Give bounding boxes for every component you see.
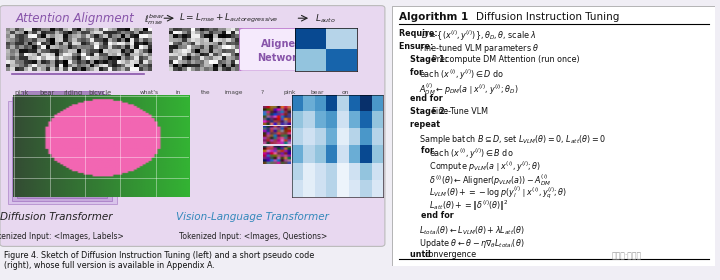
Text: $D = \{(x^{(i)}, y^{(i)})\}, \theta_D, \theta$, scale $\lambda$: $D = \{(x^{(i)}, y^{(i)})\}, \theta_D, \…	[421, 29, 537, 43]
Text: Ensure:: Ensure:	[399, 42, 436, 51]
Text: Stage 2:: Stage 2:	[399, 107, 451, 116]
Text: Tokenized Input: <Images, Labels>: Tokenized Input: <Images, Labels>	[0, 232, 124, 241]
Text: in: in	[175, 90, 180, 95]
Text: for: for	[399, 68, 426, 77]
Text: Require:: Require:	[399, 29, 440, 38]
Text: for: for	[399, 146, 436, 155]
Text: $\ell^{bear}_{mse}$: $\ell^{bear}_{mse}$	[144, 12, 165, 27]
Text: riding: riding	[64, 90, 83, 95]
Text: Compute $p_{VLM}(a \mid x^{(i)}, y^{(i)}; \theta)$: Compute $p_{VLM}(a \mid x^{(i)}, y^{(i)}…	[399, 159, 541, 174]
Text: end for: end for	[399, 211, 454, 220]
Text: Vision-Language Transformer: Vision-Language Transformer	[176, 212, 329, 222]
Text: image: image	[225, 90, 243, 95]
Text: on: on	[342, 90, 349, 95]
FancyBboxPatch shape	[392, 6, 715, 266]
Text: the: the	[201, 90, 210, 95]
Text: Tokenized Input: <Images, Questions>: Tokenized Input: <Images, Questions>	[179, 232, 327, 241]
Text: end for: end for	[399, 94, 443, 103]
FancyBboxPatch shape	[22, 91, 103, 194]
Text: pink: pink	[14, 90, 29, 95]
Text: what's: what's	[140, 90, 159, 95]
Text: $L_{auto}$: $L_{auto}$	[315, 12, 336, 25]
Text: Diffusion Transformer: Diffusion Transformer	[0, 212, 112, 222]
Text: Aligner: Aligner	[261, 39, 300, 50]
Text: Network: Network	[257, 53, 304, 62]
Text: ?: ?	[260, 90, 264, 95]
FancyBboxPatch shape	[12, 97, 112, 201]
Text: Algorithm 1: Algorithm 1	[399, 12, 468, 22]
Text: until: until	[399, 250, 433, 259]
Text: each $(x^{(i)}, y^{(i)}) \in D$ do: each $(x^{(i)}, y^{(i)}) \in D$ do	[419, 68, 504, 83]
Text: convergence: convergence	[424, 250, 476, 259]
Text: bear: bear	[311, 90, 325, 95]
Text: Fine-tuned VLM parameters $\theta$: Fine-tuned VLM parameters $\theta$	[419, 42, 539, 55]
Text: 公众号·量子位: 公众号·量子位	[612, 252, 642, 261]
Text: repeat: repeat	[399, 120, 440, 129]
Text: image: image	[120, 160, 138, 165]
Text: Precompute DM Attention (run once): Precompute DM Attention (run once)	[431, 55, 579, 64]
Text: $L = L_{mse} + L_{autoregressive}$: $L = L_{mse} + L_{autoregressive}$	[179, 12, 279, 25]
Text: Update $\theta \leftarrow \theta - \eta \nabla_\theta L_{total}(\theta)$: Update $\theta \leftarrow \theta - \eta …	[399, 237, 524, 250]
Text: pink: pink	[284, 90, 296, 95]
Text: Fine-Tune VLM: Fine-Tune VLM	[431, 107, 487, 116]
FancyBboxPatch shape	[8, 101, 117, 204]
Text: Sample batch $B \subseteq D$, set $L_{VLM}(\theta) = 0$, $L_{att}(\theta) = 0$: Sample batch $B \subseteq D$, set $L_{VL…	[399, 133, 606, 146]
Text: bear: bear	[40, 90, 55, 95]
Text: Diffusion Instruction Tuning: Diffusion Instruction Tuning	[476, 12, 620, 22]
FancyBboxPatch shape	[0, 6, 385, 246]
Text: $\delta^{(i)}(\theta) \leftarrow \mathrm{Aligner}(p_{VLM}(a)) - A^{(i)}_{DM}$: $\delta^{(i)}(\theta) \leftarrow \mathrm…	[399, 172, 552, 188]
Text: Figure 4. Sketch of Diffusion Instruction Tuning (left) and a short pseudo code
: Figure 4. Sketch of Diffusion Instructio…	[4, 251, 314, 270]
Text: what's: what's	[119, 100, 138, 105]
Text: in: in	[132, 120, 138, 125]
Text: bicycle: bicycle	[88, 90, 111, 95]
Text: Stage 1:: Stage 1:	[399, 55, 451, 64]
FancyBboxPatch shape	[17, 94, 107, 198]
Text: $L_{total}(\theta) \leftarrow L_{VLM}(\theta) + \lambda L_{att}(\theta)$: $L_{total}(\theta) \leftarrow L_{VLM}(\t…	[399, 224, 525, 237]
Text: the: the	[128, 140, 138, 145]
Text: $L_{att}(\theta) += \|\delta^{(i)}(\theta)\|^2$: $L_{att}(\theta) += \|\delta^{(i)}(\thet…	[399, 198, 508, 213]
Text: $L_{VLM}(\theta) += -\log p(y^{(i)}_l \mid x^{(i)}, y^{(i)}_q; \theta)$: $L_{VLM}(\theta) += -\log p(y^{(i)}_l \m…	[399, 185, 567, 201]
Text: $A^{(i)}_{DM} \leftarrow p_{DM}(a \mid x^{(i)}, y^{(i)}; \theta_D)$: $A^{(i)}_{DM} \leftarrow p_{DM}(a \mid x…	[399, 81, 518, 97]
Text: ?: ?	[135, 180, 138, 185]
Text: each $(x^{(i)}, y^{(i)}) \in B$ do: each $(x^{(i)}, y^{(i)}) \in B$ do	[429, 146, 513, 161]
Text: Attention Alignment: Attention Alignment	[16, 12, 135, 25]
FancyBboxPatch shape	[239, 28, 322, 71]
